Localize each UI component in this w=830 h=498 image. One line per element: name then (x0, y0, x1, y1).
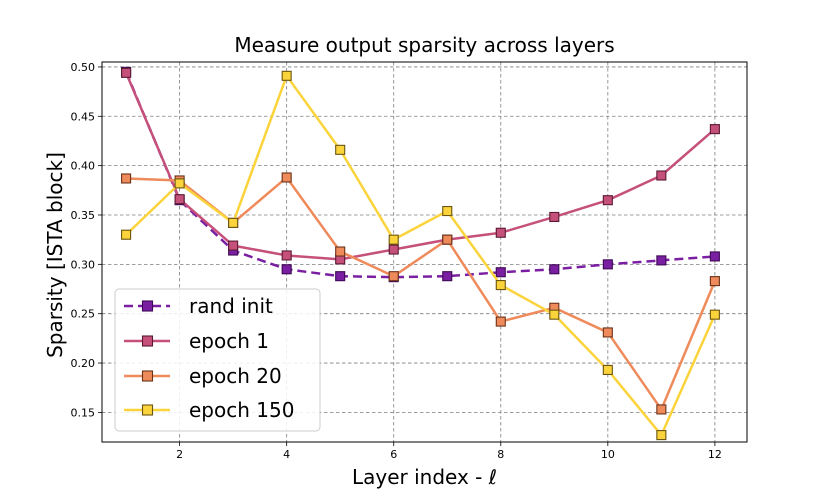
data-point-marker (495, 316, 506, 327)
data-point-marker (121, 229, 132, 240)
y-tick-label: 0.35 (71, 209, 96, 222)
data-point-marker (495, 280, 506, 291)
legend-label: epoch 150 (189, 398, 294, 422)
series-epoch-150 (121, 70, 720, 441)
legend: rand init epoch 1 epoch 20 epoch 150 (114, 288, 321, 432)
legend-label: epoch 20 (189, 364, 282, 388)
y-axis-label: Sparsity [ISTA block] (43, 152, 67, 358)
data-point-marker (709, 251, 720, 262)
legend-label: rand init (189, 294, 273, 318)
data-point-marker (281, 250, 292, 261)
data-point-marker (121, 67, 132, 78)
series-epoch-1 (121, 67, 720, 265)
data-point-marker (549, 309, 560, 320)
y-tick-label: 0.25 (71, 308, 96, 321)
legend-label: epoch 1 (189, 329, 269, 353)
data-point-marker (656, 430, 667, 441)
data-point-marker (388, 244, 399, 255)
x-tick-label: 2 (176, 448, 183, 461)
y-tick-label: 0.45 (71, 110, 96, 123)
data-point-marker (442, 271, 453, 282)
data-point-marker (174, 194, 185, 205)
data-point-marker (495, 227, 506, 238)
data-point-marker (602, 259, 613, 270)
data-point-marker (281, 264, 292, 275)
data-point-marker (442, 234, 453, 245)
data-point-marker (602, 327, 613, 338)
x-tick-label: 10 (601, 448, 615, 461)
data-point-marker (495, 267, 506, 278)
y-tick-label: 0.15 (71, 406, 96, 419)
x-tick-label: 6 (390, 448, 397, 461)
data-point-marker (335, 271, 346, 282)
series-line (125, 74, 717, 437)
data-point-marker (656, 170, 667, 181)
data-point-marker (335, 246, 346, 257)
series-line (124, 72, 716, 261)
series-layer (121, 66, 720, 441)
grid (102, 62, 747, 442)
data-point-marker (656, 404, 667, 415)
plot-frame (101, 61, 748, 443)
data-point-marker (549, 211, 560, 223)
data-point-marker (388, 234, 399, 245)
data-point-marker (709, 124, 720, 135)
series-rand-init (121, 66, 720, 283)
chart-title: Measure output sparsity across layers (234, 33, 614, 57)
data-point-marker (442, 205, 453, 217)
data-point-marker (656, 255, 667, 266)
y-tick-label: 0.20 (71, 357, 96, 370)
data-point-marker (121, 173, 132, 184)
legend-marker (141, 300, 154, 312)
data-point-marker (709, 309, 720, 320)
data-point-marker (228, 240, 239, 251)
data-point-marker (709, 276, 720, 287)
data-point-marker (281, 70, 292, 81)
x-axis-label: Layer index - ℓ (352, 465, 497, 489)
y-tick-label: 0.50 (71, 61, 96, 74)
data-point-marker (335, 144, 346, 155)
x-tick-label: 4 (283, 448, 290, 461)
axis-ticks: 2 4 6 8 10 12 0.15 0.20 0.25 0.30 0.35 0.40 0.45 0.50 (71, 61, 722, 461)
data-point-marker (174, 178, 185, 189)
legend-marker (141, 370, 154, 382)
legend-box (114, 288, 321, 432)
x-tick-label: 12 (708, 448, 722, 461)
y-tick-label: 0.40 (71, 160, 96, 173)
y-tick-label: 0.30 (71, 258, 96, 271)
series-line (124, 71, 715, 279)
legend-marker (141, 335, 154, 347)
data-point-marker (602, 364, 613, 375)
x-tick-label: 8 (497, 448, 504, 461)
data-point-marker (388, 271, 399, 282)
data-point-marker (549, 264, 560, 275)
data-point-marker (228, 217, 239, 228)
legend-marker (141, 404, 154, 416)
data-point-marker (602, 195, 613, 206)
data-point-marker (281, 172, 292, 183)
